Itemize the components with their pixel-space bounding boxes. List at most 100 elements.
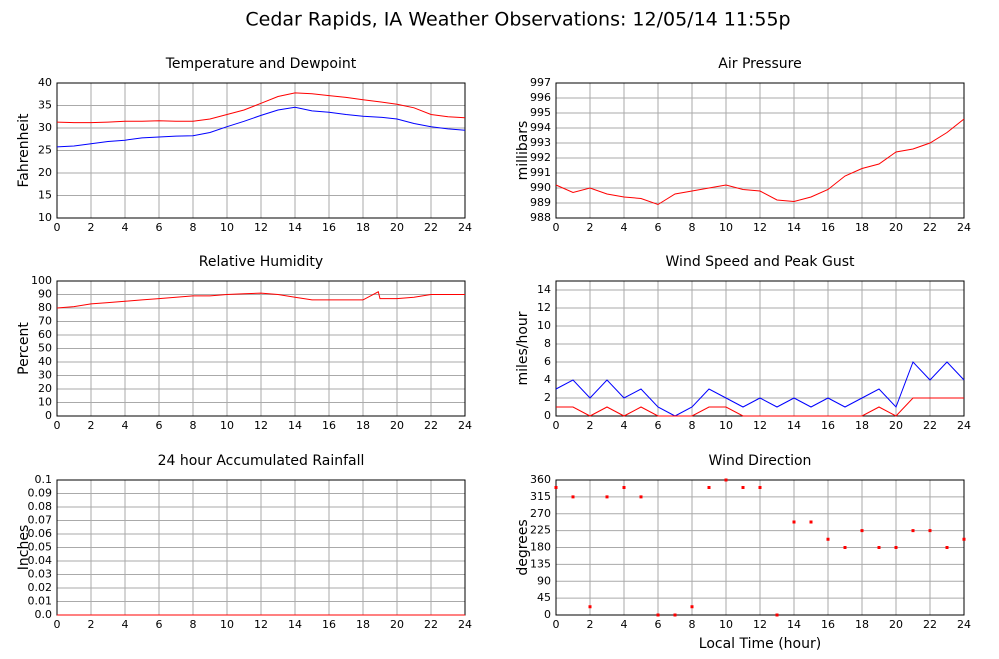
data-line	[555, 118, 965, 206]
x-tick-label: 12	[753, 618, 767, 631]
data-point	[860, 529, 864, 533]
x-tick-label: 24	[458, 221, 472, 234]
y-tick-label: 4	[544, 373, 551, 386]
data-line	[555, 361, 965, 417]
x-tick-label: 14	[787, 221, 801, 234]
y-tick-label: 0	[544, 409, 551, 422]
x-tick-label: 14	[787, 419, 801, 432]
x-tick-label: 2	[88, 419, 95, 432]
x-tick-label: 18	[356, 221, 370, 234]
x-tick-label: 12	[254, 419, 268, 432]
x-tick-label: 10	[220, 419, 234, 432]
y-tick-label: 8	[544, 337, 551, 350]
x-tick-label: 16	[322, 618, 336, 631]
y-axis-label: Fahrenheit	[16, 113, 32, 188]
x-tick-label: 18	[855, 419, 869, 432]
data-point	[911, 529, 915, 533]
x-tick-label: 0	[54, 419, 61, 432]
data-line	[556, 397, 964, 417]
data-point	[894, 546, 898, 549]
y-tick-label: 992	[530, 151, 551, 164]
plot-frame	[56, 280, 466, 417]
x-tick-label: 4	[122, 618, 129, 631]
data-point	[962, 537, 966, 541]
x-tick-label: 14	[288, 419, 302, 432]
x-tick-label: 10	[220, 221, 234, 234]
y-tick-label: 0.08	[28, 500, 53, 513]
x-axis-label: Local Time (hour)	[699, 636, 821, 652]
data-point	[758, 486, 762, 489]
data-point	[605, 495, 609, 499]
x-tick-label: 24	[458, 419, 472, 432]
x-tick-label: 4	[122, 221, 129, 234]
x-tick-label: 2	[88, 618, 95, 631]
y-tick-label: 0	[45, 409, 52, 422]
data-point	[792, 520, 796, 524]
y-tick-label: 20	[38, 166, 52, 179]
x-tick-label: 0	[553, 419, 560, 432]
x-tick-label: 22	[923, 221, 937, 234]
y-tick-label: 994	[530, 121, 551, 134]
chart-title: Air Pressure	[718, 56, 801, 72]
x-tick-label: 10	[719, 618, 733, 631]
y-tick-label: 0.03	[28, 568, 53, 581]
x-tick-label: 10	[719, 419, 733, 432]
x-tick-label: 6	[655, 221, 662, 234]
x-tick-label: 8	[689, 221, 696, 234]
chart-title: 24 hour Accumulated Rainfall	[158, 453, 365, 469]
x-tick-label: 16	[322, 419, 336, 432]
y-tick-label: 990	[530, 181, 551, 194]
y-tick-label: 0.07	[28, 514, 53, 527]
plot-frame	[555, 479, 965, 616]
data-point	[775, 613, 779, 617]
x-tick-label: 24	[957, 221, 971, 234]
x-tick-label: 0	[54, 618, 61, 631]
x-tick-label: 14	[288, 221, 302, 234]
y-tick-label: 10	[537, 319, 551, 332]
x-tick-label: 6	[156, 221, 163, 234]
y-tick-label: 50	[38, 342, 52, 355]
y-tick-label: 0.09	[28, 487, 53, 500]
y-tick-label: 0	[544, 608, 551, 621]
y-axis-label: millibars	[515, 121, 531, 181]
y-tick-label: 40	[38, 355, 52, 368]
x-tick-label: 22	[923, 419, 937, 432]
x-tick-label: 18	[855, 618, 869, 631]
data-point	[928, 529, 932, 533]
y-tick-label: 35	[38, 99, 52, 112]
data-point	[809, 520, 813, 524]
y-tick-label: 993	[530, 136, 551, 149]
x-tick-label: 2	[587, 221, 594, 234]
x-tick-label: 24	[957, 618, 971, 631]
x-tick-label: 14	[787, 618, 801, 631]
y-tick-label: 180	[530, 541, 551, 554]
x-tick-label: 20	[390, 618, 404, 631]
x-tick-label: 4	[621, 618, 628, 631]
x-tick-label: 16	[821, 618, 835, 631]
data-point	[639, 495, 643, 499]
x-tick-label: 18	[356, 618, 370, 631]
plot-frame	[56, 82, 466, 219]
data-line	[56, 106, 466, 148]
x-tick-label: 4	[621, 419, 628, 432]
x-tick-label: 14	[288, 618, 302, 631]
chart-title: Wind Speed and Peak Gust	[666, 254, 855, 270]
y-tick-label: 0.02	[28, 581, 53, 594]
y-tick-label: 2	[544, 391, 551, 404]
x-tick-label: 12	[753, 419, 767, 432]
x-tick-label: 22	[923, 618, 937, 631]
data-point	[673, 613, 677, 617]
x-tick-label: 2	[88, 221, 95, 234]
x-tick-label: 16	[821, 221, 835, 234]
x-tick-label: 16	[821, 419, 835, 432]
x-tick-label: 22	[424, 419, 438, 432]
x-tick-label: 8	[190, 419, 197, 432]
data-point	[622, 486, 626, 489]
y-tick-label: 360	[530, 473, 551, 486]
y-tick-label: 10	[38, 396, 52, 409]
page-title: Cedar Rapids, IA Weather Observations: 1…	[245, 9, 790, 31]
x-tick-label: 24	[957, 419, 971, 432]
x-tick-label: 4	[621, 221, 628, 234]
x-tick-label: 8	[689, 419, 696, 432]
x-tick-label: 20	[390, 419, 404, 432]
